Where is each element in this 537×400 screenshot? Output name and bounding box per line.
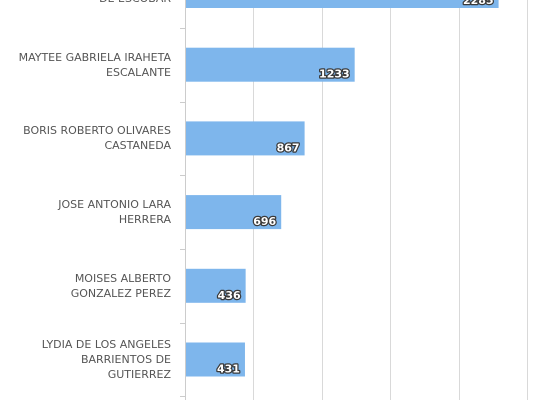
bar (186, 195, 282, 230)
category-label-line: GONZALEZ PEREZ (70, 286, 171, 300)
category-label: JOSE ANTONIO LARA HERRERA (0, 197, 171, 227)
category-label-line: GUTIERREZ (107, 368, 171, 381)
category-label-line: BORIS ROBERTO OLIVARES (23, 124, 171, 138)
category-label-line: LYDIA DE LOS ANGELES (41, 338, 171, 351)
bar (186, 342, 245, 377)
value-label: 696 (253, 215, 276, 228)
category-label-line: HERRERA (118, 213, 171, 227)
value-label: 1233 (319, 68, 350, 81)
category-label-line: MOISES ALBERTO (74, 271, 171, 285)
bar (186, 0, 499, 8)
category-label-line: DE ESCOBAR (0, 0, 171, 6)
category-label: BORIS ROBERTO OLIVARES CASTANEDA (0, 123, 171, 153)
value-label: 436 (218, 289, 241, 302)
value-label: 2285 (463, 0, 494, 7)
category-label-line: CASTANEDA (104, 139, 171, 153)
category-label-line: BARRIENTOS DE (80, 353, 171, 366)
category-axis (180, 0, 186, 400)
category-label-line: MAYTEE GABRIELA IRAHETA (18, 50, 171, 64)
value-label: 867 (277, 141, 300, 154)
category-label-line: JOSE ANTONIO LARA (58, 198, 171, 212)
bar (186, 121, 305, 156)
bar (186, 268, 246, 303)
value-labels: 2285 1233 867 696 436 431 (216, 0, 495, 377)
category-label: VILMA ESPERANZA SARAVIADE ESCOBAR (0, 0, 171, 6)
category-label-line: ESCALANTE (106, 65, 171, 79)
category-label: LYDIA DE LOS ANGELES BARRIENTOS DE GUTIERR… (0, 337, 171, 382)
category-label: MOISES ALBERTO GONZALEZ PEREZ (0, 271, 171, 301)
bar (186, 47, 355, 82)
value-label: 431 (217, 363, 240, 376)
bars (186, 0, 499, 377)
category-label: MAYTEE GABRIELA IRAHETA ESCALANTE (0, 50, 171, 80)
